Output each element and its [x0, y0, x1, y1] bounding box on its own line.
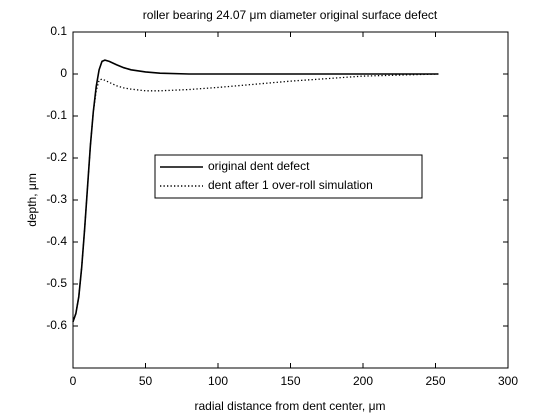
- x-axis-label: radial distance from dent center, μm: [194, 399, 385, 413]
- x-tick-label: 250: [425, 374, 445, 388]
- y-tick-label: -0.6: [46, 318, 67, 332]
- legend-box: [154, 154, 423, 199]
- y-tick-label: 0.1: [50, 24, 67, 38]
- y-tick-label: -0.4: [46, 234, 67, 248]
- y-tick-label: -0.1: [46, 108, 67, 122]
- y-axis-label: depth, μm: [25, 173, 39, 227]
- y-tick-label: -0.5: [46, 276, 67, 290]
- x-tick-label: 300: [498, 374, 518, 388]
- y-tick-label: -0.3: [46, 192, 67, 206]
- legend-label: original dent defect: [208, 159, 310, 173]
- chart-title: roller bearing 24.07 μm diameter origina…: [143, 8, 438, 22]
- legend-label: dent after 1 over-roll simulation: [208, 178, 373, 192]
- y-tick-label: 0: [60, 66, 67, 80]
- x-tick-label: 100: [208, 374, 228, 388]
- x-tick-label: 200: [353, 374, 373, 388]
- x-tick-label: 50: [139, 374, 153, 388]
- y-tick-label: -0.2: [46, 150, 67, 164]
- x-tick-label: 0: [70, 374, 77, 388]
- x-tick-label: 150: [280, 374, 300, 388]
- data-line: [72, 73, 439, 323]
